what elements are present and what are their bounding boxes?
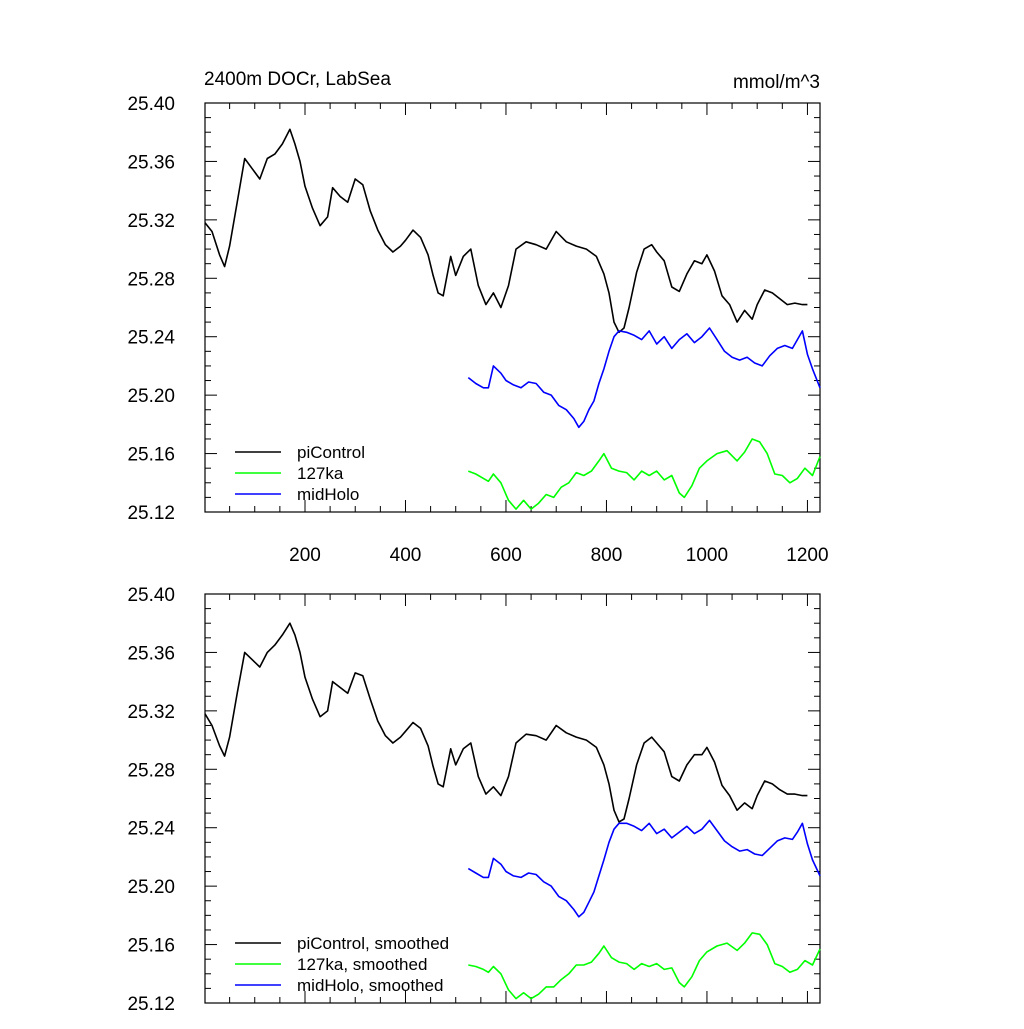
y-tick-label: 25.12 — [127, 994, 175, 1015]
top-panel: 2400m DOCr, LabSea mmol/m^3 25.4025.3625… — [127, 69, 828, 566]
y-tick-label: 25.20 — [127, 386, 175, 407]
x-tick-label: 200 — [289, 545, 321, 566]
series-line-127ka — [468, 932, 821, 1000]
bottom-panel-series — [204, 622, 821, 1000]
legend-label: 127ka, smoothed — [297, 955, 427, 974]
series-line-127ka — [468, 438, 821, 510]
y-tick-label: 25.36 — [127, 643, 175, 664]
series-line-picontrol — [204, 128, 808, 334]
x-tick-label: 400 — [390, 545, 422, 566]
legend-label: piControl — [297, 443, 365, 462]
top-panel-legend: piControl 127ka midHolo — [235, 443, 365, 504]
bottom-panel: 25.40 25.36 25.32 25.28 25.24 25.20 25.16 25.12… — [127, 585, 821, 1015]
y-tick-label: 25.28 — [127, 269, 175, 290]
x-tick-label: 800 — [591, 545, 623, 566]
y-tick-label: 25.32 — [127, 211, 175, 232]
bottom-panel-legend: piControl, smoothed 127ka, smoothed midHol… — [235, 934, 449, 995]
series-line-picontrol — [204, 622, 808, 823]
y-tick-label: 25.24 — [127, 819, 175, 840]
y-tick-label: 25.16 — [127, 936, 175, 957]
legend-label: midHolo, smoothed — [297, 976, 443, 995]
y-tick-label: 25.24 — [127, 328, 175, 349]
bottom-panel-axes: 25.40 25.36 25.32 25.28 25.24 25.20 25.16 25.12 — [127, 585, 821, 1015]
x-tick-label: 1000 — [686, 545, 728, 566]
y-tick-label: 25.16 — [127, 445, 175, 466]
legend-label: piControl, smoothed — [297, 934, 449, 953]
y-tick-label: 25.32 — [127, 702, 175, 723]
y-tick-label: 25.36 — [127, 152, 175, 173]
series-line-midholo — [467, 819, 821, 918]
x-tick-label: 1200 — [786, 545, 828, 566]
y-tick-label: 25.40 — [127, 94, 175, 115]
y-tick-label: 25.12 — [127, 503, 175, 524]
top-panel-axes: 25.40 25.36 25.32 25.28 25.24 25.20 25.16 25.12… — [127, 94, 828, 566]
top-panel-units: mmol/m^3 — [733, 72, 820, 93]
top-panel-title: 2400m DOCr, LabSea — [204, 69, 391, 90]
legend-label: 127ka — [297, 464, 344, 483]
x-tick-label: 600 — [490, 545, 522, 566]
y-tick-label: 25.40 — [127, 585, 175, 606]
legend-label: midHolo — [297, 485, 359, 504]
y-tick-label: 25.28 — [127, 760, 175, 781]
top-panel-series — [204, 128, 821, 510]
series-line-midholo — [467, 327, 821, 429]
y-tick-label: 25.20 — [127, 877, 175, 898]
